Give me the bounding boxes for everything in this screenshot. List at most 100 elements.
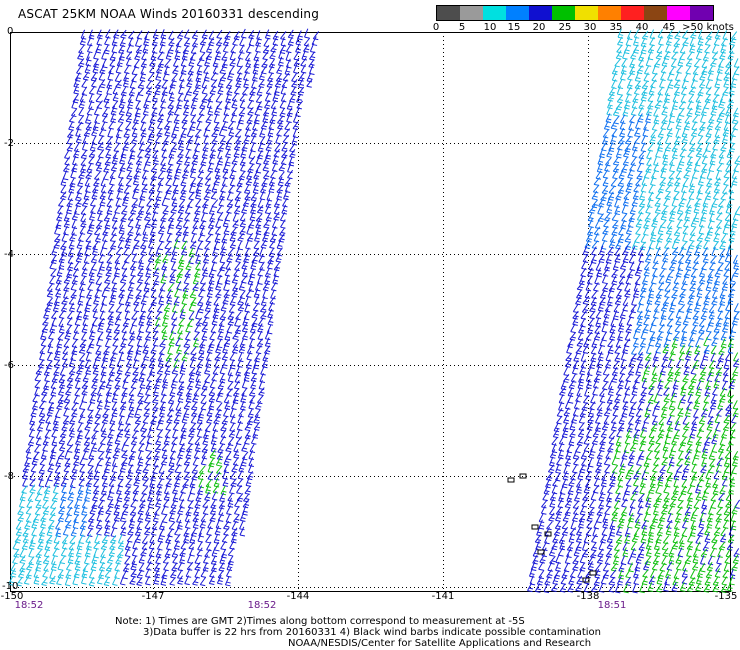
wind-barb (109, 175, 115, 186)
wind-barb (569, 420, 576, 431)
wind-barb (201, 29, 208, 40)
wind-barb (183, 471, 190, 481)
wind-barb (161, 196, 168, 207)
wind-barb (196, 57, 203, 67)
wind-barb (671, 289, 678, 299)
wind-barb (278, 171, 285, 181)
wind-barb (263, 107, 270, 117)
wind-barb (640, 387, 647, 397)
wind-barb (33, 574, 40, 585)
legend-swatch (598, 6, 621, 20)
wind-barb (207, 162, 214, 173)
wind-barb (174, 233, 181, 243)
wind-barb (110, 289, 117, 300)
wind-barb (172, 184, 179, 195)
wind-barb (704, 44, 711, 54)
wind-barb (109, 51, 116, 62)
wind-barb (209, 85, 216, 95)
wind-barb (182, 479, 189, 489)
wind-barb (611, 128, 618, 138)
wind-barb (68, 121, 75, 131)
wind-barb (631, 239, 638, 250)
wind-barb (157, 170, 164, 180)
wind-barb (127, 212, 135, 222)
wind-barb (210, 555, 217, 566)
wind-barb (609, 569, 617, 579)
legend-label-35: 35 (609, 22, 623, 33)
wind-barb (235, 311, 242, 321)
wind-barb (170, 204, 177, 214)
wind-barb (93, 422, 100, 433)
wind-barb (626, 79, 633, 90)
wind-barb (652, 309, 659, 319)
wind-barb (99, 436, 107, 446)
wind-barb (207, 281, 214, 292)
wind-barb (103, 163, 110, 173)
wind-barb (156, 420, 162, 431)
wind-barb (240, 148, 247, 159)
wind-barb (637, 346, 644, 356)
lat-label-minus2: -2 (4, 138, 14, 149)
wind-barb (625, 576, 632, 587)
wind-barb (639, 338, 646, 348)
wind-barb (645, 450, 652, 461)
wind-barb (223, 281, 229, 292)
wind-barb (680, 241, 688, 250)
wind-barb (268, 64, 274, 74)
wind-barb (90, 387, 97, 397)
wind-barb (190, 177, 197, 188)
wind-barb (196, 65, 203, 76)
wind-barb (251, 318, 258, 328)
wind-barb (586, 520, 593, 529)
wind-barb (675, 170, 682, 180)
wind-barb (179, 71, 185, 82)
wind-barb (28, 548, 34, 558)
wind-barb (229, 351, 236, 362)
wind-barb (99, 190, 106, 200)
wind-barb (65, 386, 72, 396)
wind-barb (193, 387, 200, 397)
wind-barb (125, 113, 133, 123)
wind-barb (309, 51, 316, 61)
wind-barb (203, 127, 209, 138)
wind-barb (657, 28, 664, 39)
wind-barb (668, 113, 675, 124)
wind-barb (46, 526, 53, 537)
wind-barb (633, 429, 640, 439)
wind-barb (230, 112, 236, 123)
wind-barb (636, 162, 643, 173)
wind-barb (731, 315, 738, 326)
wind-barb (84, 302, 91, 313)
wind-barb (256, 30, 262, 41)
wind-barb (659, 464, 666, 474)
wind-barb (114, 380, 121, 390)
wind-barb (89, 210, 95, 221)
wind-barb (229, 296, 236, 306)
wind-barb (599, 245, 605, 256)
wind-barb (78, 98, 85, 109)
wind-barb (714, 275, 721, 286)
wind-barb (624, 143, 631, 153)
wind-barb (176, 513, 182, 524)
wind-barb (241, 260, 248, 270)
wind-barb (215, 343, 221, 354)
wind-barb (582, 492, 589, 502)
wind-barb (599, 148, 605, 159)
wind-barb (552, 574, 559, 585)
wind-barb (287, 29, 295, 39)
wind-barb (205, 534, 212, 544)
wind-barb (622, 49, 628, 60)
wind-barb (120, 213, 127, 223)
lon-label-minus144: -144 (286, 591, 310, 602)
wind-barb (49, 449, 56, 460)
wind-barb (205, 171, 212, 181)
wind-barb (712, 576, 719, 586)
wind-barb (186, 199, 194, 209)
wind-barb (216, 402, 223, 412)
wind-barb (240, 28, 247, 39)
wind-barb (122, 374, 130, 384)
wind-barb (284, 65, 291, 76)
wind-barb (710, 148, 717, 159)
wind-barb (733, 548, 740, 558)
wind-barb (296, 93, 303, 104)
